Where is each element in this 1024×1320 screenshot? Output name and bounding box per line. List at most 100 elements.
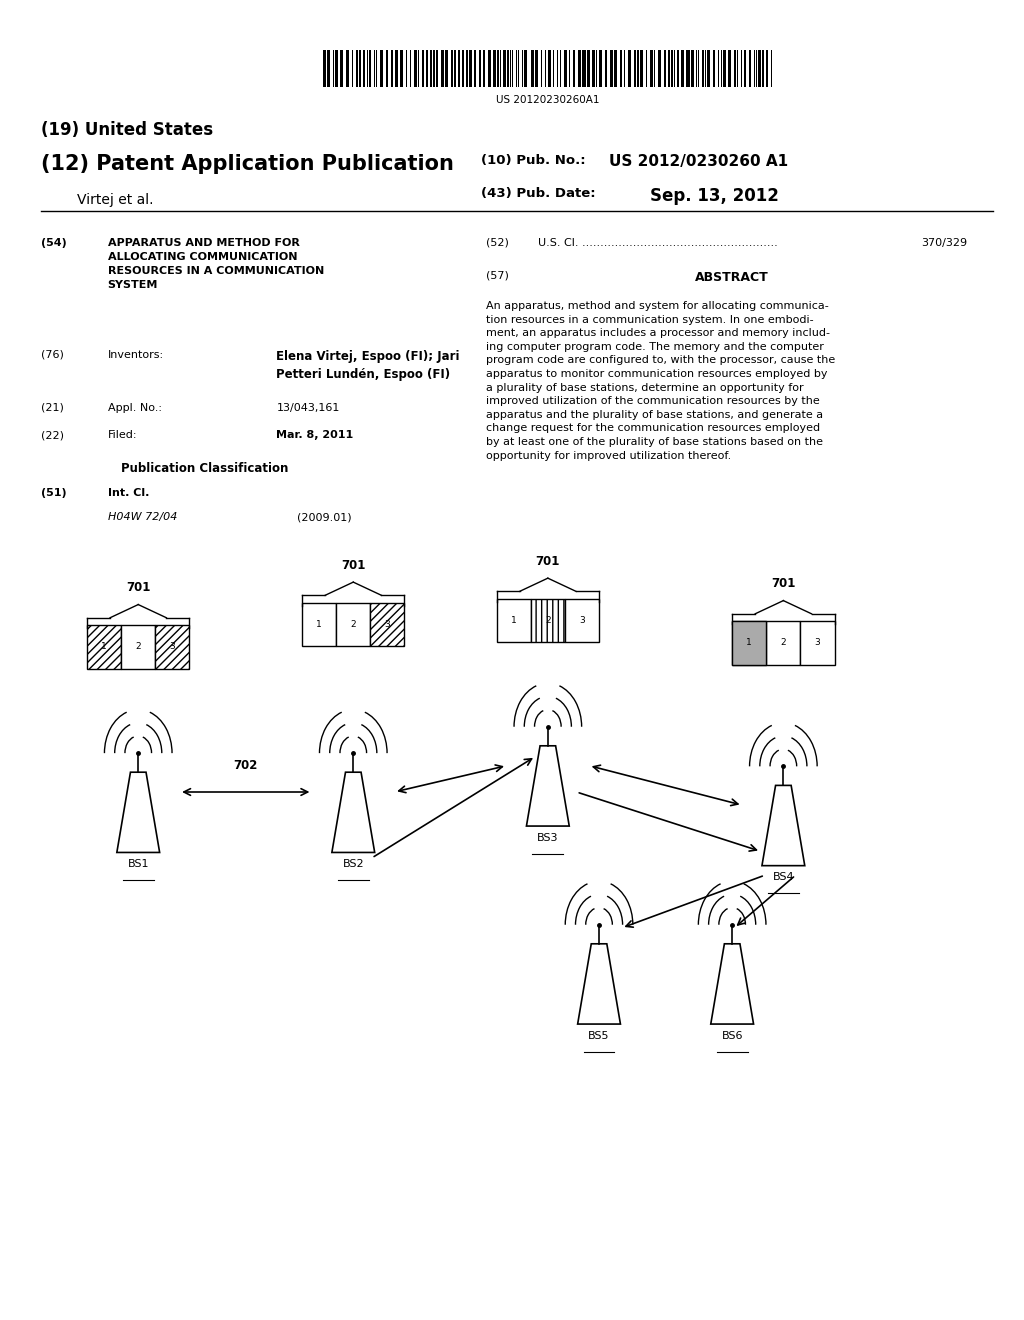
Bar [395,50,398,87]
Bar [469,50,472,87]
Text: 2: 2 [545,616,551,624]
Polygon shape [711,944,754,1024]
Polygon shape [117,772,160,853]
Text: BS1: BS1 [128,859,148,869]
Bar [732,622,766,665]
Text: 1: 1 [746,639,752,647]
Text: 3: 3 [815,639,820,647]
Bar [391,50,393,87]
Bar [583,50,586,87]
Bar [302,602,336,645]
Bar [579,50,582,87]
Bar [564,50,567,87]
Bar [766,622,801,665]
Bar [690,50,693,87]
Bar [478,50,480,87]
Text: 2: 2 [135,643,141,651]
Text: US 20120230260A1: US 20120230260A1 [496,95,600,106]
Bar [614,50,617,87]
Bar [380,50,383,87]
Bar [462,50,464,87]
Text: Mar. 8, 2011: Mar. 8, 2011 [276,430,353,441]
Bar [346,50,349,87]
Bar [530,598,565,642]
Bar [658,50,660,87]
Text: 2: 2 [780,639,786,647]
Bar [650,50,653,87]
Bar [451,50,453,87]
Bar [323,50,326,87]
Text: (57): (57) [486,271,509,281]
Bar [758,50,761,87]
Text: Elena Virtej, Espoo (FI); Jari
Petteri Lundén, Espoo (FI): Elena Virtej, Espoo (FI); Jari Petteri L… [276,350,460,380]
Polygon shape [526,746,569,826]
Bar [503,50,506,87]
Bar [430,50,432,87]
Text: 3: 3 [170,643,175,651]
Polygon shape [762,785,805,866]
Bar [415,50,418,87]
Text: Virtej et al.: Virtej et al. [77,193,154,207]
Text: 3: 3 [385,620,390,628]
Bar [121,626,156,668]
Bar [686,50,689,87]
Text: (43) Pub. Date:: (43) Pub. Date: [481,187,596,201]
Bar [156,626,189,668]
Bar [370,50,372,87]
Bar [610,50,613,87]
Text: (52): (52) [486,238,509,248]
Text: H04W 72/04: H04W 72/04 [108,512,177,523]
Text: (2009.01): (2009.01) [297,512,351,523]
Text: Sep. 13, 2012: Sep. 13, 2012 [650,187,779,206]
Text: 370/329: 370/329 [922,238,968,248]
Bar [701,50,703,87]
Text: Filed:: Filed: [108,430,137,441]
Text: (12) Patent Application Publication: (12) Patent Application Publication [41,154,454,174]
Text: 702: 702 [233,759,258,772]
Bar [723,50,726,87]
Bar [359,50,361,87]
Text: BS6: BS6 [722,1031,742,1040]
Text: 701: 701 [341,558,366,572]
Bar [734,50,736,87]
Bar [327,50,330,87]
Bar [156,626,189,668]
Bar [364,50,366,87]
Text: (22): (22) [41,430,63,441]
Bar [493,50,496,87]
Text: 701: 701 [536,554,560,568]
Text: 13/043,161: 13/043,161 [276,403,340,413]
Text: APPARATUS AND METHOD FOR
ALLOCATING COMMUNICATION
RESOURCES IN A COMMUNICATION
S: APPARATUS AND METHOD FOR ALLOCATING COMM… [108,238,324,289]
Text: Publication Classification: Publication Classification [121,462,289,475]
Bar [762,50,764,87]
Text: (76): (76) [41,350,63,360]
Bar [426,50,428,87]
Bar [440,50,443,87]
Bar [497,598,530,642]
Bar [707,50,710,87]
Bar [621,50,623,87]
Bar [458,50,460,87]
Bar [335,50,338,87]
Bar [386,50,388,87]
Bar [466,50,468,87]
Bar [599,50,602,87]
Text: BS5: BS5 [589,1031,609,1040]
Bar [524,50,527,87]
Text: Appl. No.:: Appl. No.: [108,403,162,413]
Bar [668,50,670,87]
Text: (21): (21) [41,403,63,413]
Bar [482,50,484,87]
Bar [433,50,435,87]
Bar [371,602,404,645]
Text: US 2012/0230260 A1: US 2012/0230260 A1 [609,154,788,169]
Bar [573,50,575,87]
Text: ABSTRACT: ABSTRACT [695,271,769,284]
Text: Inventors:: Inventors: [108,350,164,360]
Bar [664,50,666,87]
Bar [592,50,595,87]
Text: (51): (51) [41,488,67,499]
Text: Int. Cl.: Int. Cl. [108,488,148,499]
Bar [444,50,447,87]
Bar [87,626,121,668]
